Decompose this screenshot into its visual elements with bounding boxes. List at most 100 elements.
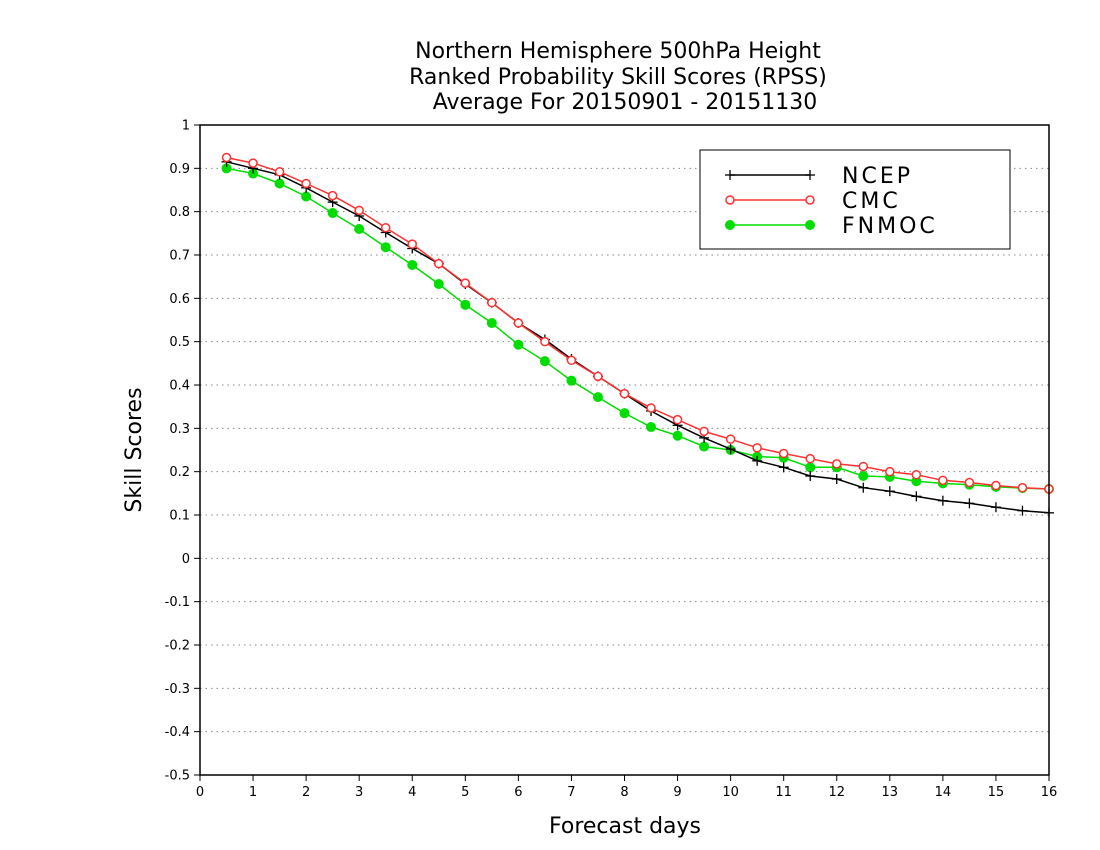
y-tick-label: 0.3 bbox=[169, 422, 190, 437]
fnmoc-point bbox=[433, 279, 444, 290]
x-axis-ticks: 0 1 2 3 4 5 6 7 8 9 10 11 12 13 14 15 16 bbox=[196, 775, 1057, 800]
x-tick-label: 9 bbox=[673, 785, 681, 800]
ncep-point bbox=[831, 474, 842, 485]
plot-frame bbox=[199, 124, 1050, 776]
cmc-point bbox=[805, 453, 815, 464]
fnmoc-point bbox=[274, 178, 285, 189]
series-line-ncep bbox=[226, 161, 1050, 514]
cmc-point bbox=[434, 258, 444, 269]
fnmoc-point bbox=[566, 375, 577, 386]
legend-ncep-point bbox=[805, 170, 815, 180]
ncep-point bbox=[725, 444, 736, 455]
x-tick-label: 6 bbox=[514, 785, 522, 800]
x-tick-label: 3 bbox=[355, 785, 363, 800]
chart-title: Northern Hemisphere 500hPa Height Ranked… bbox=[409, 39, 827, 115]
title-line-1: Northern Hemisphere 500hPa Height bbox=[415, 39, 821, 64]
fnmoc-point bbox=[380, 242, 391, 253]
cmc-point bbox=[619, 388, 630, 399]
ncep-point bbox=[937, 495, 948, 506]
y-axis-title: Skill Scores bbox=[122, 387, 147, 512]
ncep-point bbox=[1017, 505, 1028, 516]
y-tick-label: -0.3 bbox=[165, 682, 190, 697]
gridlines bbox=[200, 167, 1049, 733]
ncep-point bbox=[990, 502, 1001, 513]
fnmoc-point bbox=[619, 408, 630, 419]
y-tick-label: 0.8 bbox=[169, 205, 190, 220]
cmc-point bbox=[566, 355, 577, 366]
x-tick-label: 0 bbox=[196, 785, 204, 800]
y-tick-label: -0.4 bbox=[165, 725, 190, 740]
cmc-point bbox=[513, 318, 524, 328]
x-tick-label: 11 bbox=[775, 785, 792, 800]
legend-fnmoc-point bbox=[725, 220, 735, 230]
cmc-point bbox=[938, 475, 948, 486]
ncep-point bbox=[884, 486, 895, 497]
y-tick-label: 0 bbox=[182, 552, 190, 567]
cmc-point bbox=[593, 371, 603, 382]
cmc-point bbox=[248, 158, 258, 168]
cmc-point bbox=[460, 278, 471, 288]
y-tick-label: 0.4 bbox=[169, 379, 190, 394]
cmc-point bbox=[991, 480, 1001, 491]
cmc-point bbox=[672, 414, 683, 425]
cmc-point bbox=[301, 178, 311, 189]
cmc-point bbox=[752, 443, 762, 453]
title-line-2: Ranked Probability Skill Scores (RPSS) bbox=[409, 65, 827, 90]
fnmoc-point bbox=[805, 462, 816, 473]
cmc-point bbox=[778, 448, 789, 459]
x-axis-title: Forecast days bbox=[549, 814, 701, 839]
cmc-point bbox=[487, 297, 497, 308]
y-tick-label: -0.5 bbox=[165, 769, 190, 784]
cmc-point bbox=[1017, 482, 1028, 493]
x-tick-label: 5 bbox=[461, 785, 469, 800]
fnmoc-point bbox=[327, 207, 338, 218]
cmc-point bbox=[725, 434, 736, 444]
x-tick-label: 4 bbox=[408, 785, 416, 800]
ncep-point bbox=[858, 482, 869, 493]
y-tick-label: -0.2 bbox=[165, 639, 190, 654]
cmc-point bbox=[274, 167, 285, 177]
title-line-3: Average For 20150901 - 20151130 bbox=[433, 90, 818, 115]
series-layer bbox=[221, 152, 1054, 518]
y-tick-label: 0.6 bbox=[169, 292, 190, 307]
fnmoc-point bbox=[301, 191, 312, 202]
fnmoc-point bbox=[858, 471, 869, 481]
x-tick-label: 12 bbox=[828, 785, 845, 800]
x-tick-label: 10 bbox=[722, 785, 739, 800]
fnmoc-point bbox=[354, 224, 365, 234]
x-tick-label: 15 bbox=[988, 785, 1005, 800]
y-tick-label: 0.1 bbox=[169, 509, 190, 524]
y-axis-ticks: -0.5 -0.4 -0.3 -0.2 -0.1 0 0.1 0.2 0.3 0.4 0.5 0.6 0… bbox=[165, 119, 200, 784]
x-tick-label: 2 bbox=[302, 785, 310, 800]
cmc-point bbox=[407, 239, 417, 249]
series-cmc bbox=[221, 152, 1054, 494]
legend-label-cmc: CMC bbox=[842, 189, 901, 214]
fnmoc-point bbox=[699, 441, 710, 452]
cmc-point bbox=[327, 190, 338, 201]
legend-item-cmc: CMC bbox=[725, 189, 901, 214]
cmc-point bbox=[221, 152, 232, 163]
cmc-point bbox=[699, 426, 709, 437]
cmc-point bbox=[911, 469, 922, 480]
y-tick-label: 0.9 bbox=[169, 162, 190, 177]
fnmoc-point bbox=[513, 339, 524, 350]
legend-label-ncep: NCEP bbox=[842, 164, 913, 189]
cmc-point bbox=[354, 205, 364, 216]
legend-item-fnmoc: FNMOC bbox=[725, 214, 935, 239]
y-tick-label: 0.7 bbox=[169, 249, 190, 264]
cmc-point bbox=[832, 459, 842, 469]
cmc-point bbox=[380, 222, 391, 233]
legend-ncep-point bbox=[725, 170, 735, 180]
y-tick-label: 0.2 bbox=[169, 465, 190, 480]
ncep-point bbox=[911, 491, 922, 502]
x-tick-label: 14 bbox=[935, 785, 952, 800]
legend-item-ncep: NCEP bbox=[725, 164, 913, 189]
ncep-point bbox=[778, 462, 789, 473]
y-tick-label: 1 bbox=[182, 119, 190, 134]
fnmoc-point bbox=[539, 356, 550, 367]
fnmoc-point bbox=[407, 259, 418, 270]
y-tick-label: -0.1 bbox=[165, 595, 190, 610]
ncep-point bbox=[964, 498, 975, 509]
